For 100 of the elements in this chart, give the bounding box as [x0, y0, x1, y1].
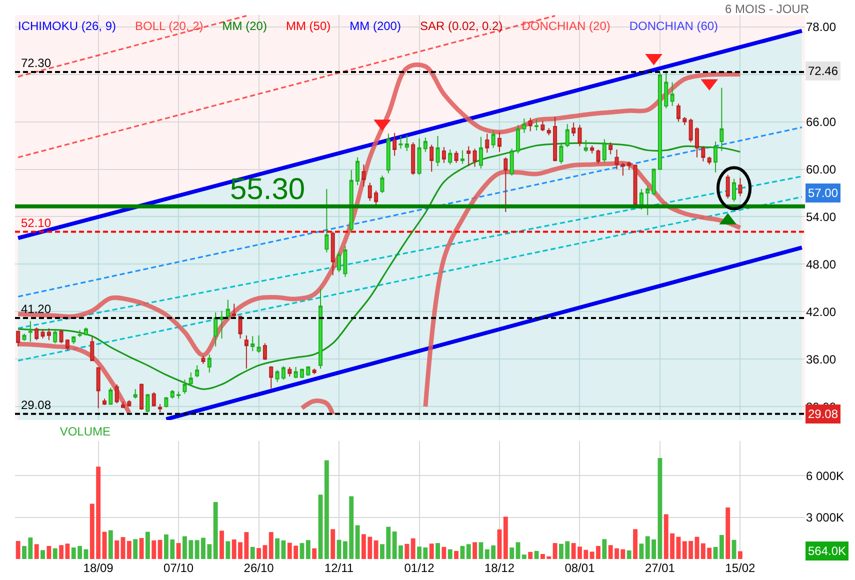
candlestick — [423, 137, 428, 152]
candlestick — [90, 336, 94, 362]
bar — [633, 529, 638, 559]
candlestick — [590, 145, 594, 154]
candlestick — [232, 303, 236, 318]
bar — [330, 529, 336, 559]
bar — [268, 532, 274, 559]
annotation: 564.0K — [808, 544, 846, 558]
candlestick — [275, 370, 280, 383]
candlestick — [398, 136, 403, 150]
bar — [355, 525, 360, 559]
candlestick — [608, 142, 613, 155]
bar — [300, 543, 304, 559]
annotation: DONCHIAN (60) — [629, 19, 718, 33]
candlestick — [417, 138, 422, 176]
bar — [497, 529, 502, 559]
candlestick — [330, 231, 335, 276]
candlestick — [114, 384, 119, 404]
line-series — [17, 142, 741, 390]
candlestick — [392, 132, 397, 156]
candlestick — [404, 134, 409, 152]
candlestick — [485, 133, 490, 154]
bar — [374, 540, 378, 559]
candlestick — [176, 391, 181, 400]
candlestick — [226, 299, 230, 320]
candlestick — [343, 245, 348, 278]
bar — [442, 546, 446, 559]
bar — [306, 540, 310, 559]
bar — [126, 540, 132, 559]
candlestick — [504, 156, 508, 212]
candlestick — [288, 366, 292, 377]
candlestick — [546, 128, 551, 136]
bar — [318, 494, 323, 559]
bar — [52, 548, 58, 559]
x-tick-label: 15/02 — [725, 561, 756, 575]
bar — [602, 539, 607, 559]
bar — [460, 546, 465, 559]
candlestick — [121, 401, 126, 409]
bar — [466, 544, 471, 559]
candlestick — [553, 116, 558, 162]
bar — [213, 502, 218, 559]
candlestick — [460, 150, 464, 164]
candlestick — [250, 336, 255, 352]
candlestick — [738, 177, 742, 197]
ref-line-label: 55.30 — [230, 173, 306, 206]
candlestick — [96, 367, 100, 409]
candlestick — [244, 334, 248, 370]
candlestick — [596, 148, 600, 164]
candlestick — [164, 396, 168, 408]
y-tick-label: 42.00 — [806, 304, 836, 319]
bar — [34, 544, 39, 559]
bar — [726, 508, 730, 559]
x-tick-label: 18/09 — [83, 561, 114, 575]
candlestick — [46, 328, 51, 341]
candlestick — [262, 342, 267, 360]
candlestick — [478, 136, 483, 169]
annotation: MM (200) — [350, 19, 401, 33]
candlestick — [442, 146, 446, 164]
bar — [472, 542, 478, 559]
candlestick — [664, 71, 668, 109]
candlestick — [102, 398, 106, 406]
annotation: 72.46 — [808, 64, 838, 78]
candlestick — [454, 150, 458, 164]
candlestick — [497, 132, 502, 152]
candlestick — [386, 133, 390, 174]
bar — [312, 548, 317, 559]
annotation: MM (50) — [286, 19, 331, 33]
candlestick — [127, 400, 132, 408]
y-tick-label: 6 000K — [806, 468, 844, 483]
candlestick — [294, 366, 298, 379]
candlestick — [281, 366, 286, 380]
candlestick — [374, 190, 378, 206]
bar — [275, 538, 280, 559]
bar — [436, 543, 440, 559]
bar — [626, 550, 632, 559]
candlestick — [324, 188, 329, 253]
candlestick — [565, 124, 570, 148]
y-tick-label: 48.00 — [806, 257, 836, 272]
bar — [454, 550, 459, 559]
candlestick — [466, 146, 471, 167]
bar — [152, 540, 156, 559]
bar — [516, 542, 520, 559]
annotation: SAR (0.02, 0.2) — [420, 19, 503, 33]
candlestick — [133, 388, 138, 400]
bar — [139, 538, 144, 559]
x-tick-label: 12/11 — [324, 561, 354, 575]
candlestick — [491, 130, 496, 148]
bar — [40, 550, 45, 559]
bar — [510, 547, 514, 559]
bar — [226, 541, 230, 559]
candlestick — [312, 368, 316, 375]
candlestick — [269, 366, 274, 389]
candlestick — [510, 148, 514, 176]
bar — [158, 540, 162, 559]
candlestick — [646, 185, 650, 216]
bar — [133, 539, 138, 559]
chart-subtitle: 6 MOIS - JOUR — [724, 2, 809, 16]
x-tick-label: 26/10 — [244, 561, 274, 575]
candlestick — [572, 122, 576, 137]
candlestick — [670, 82, 674, 106]
